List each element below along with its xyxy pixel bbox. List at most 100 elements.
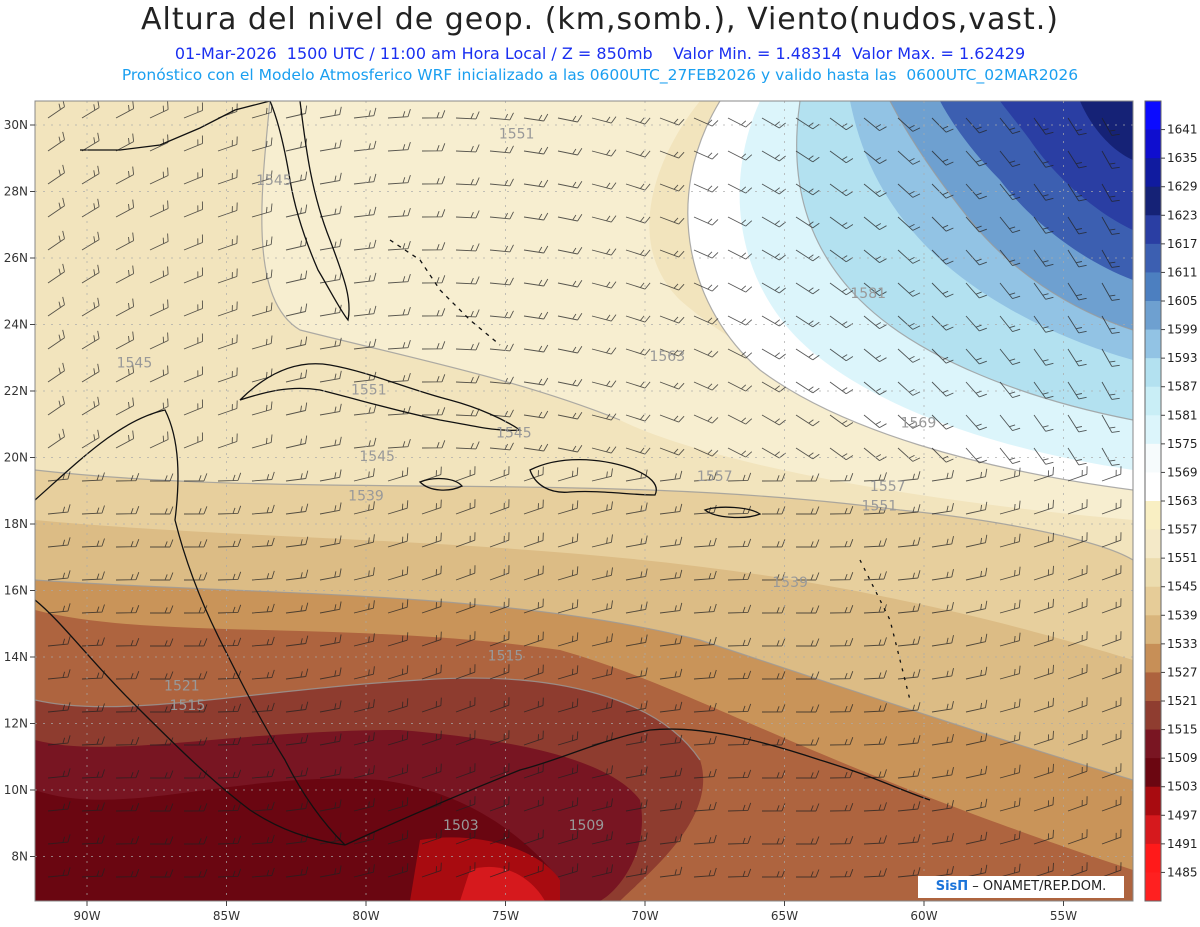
colorbar-label: 1629 (1167, 180, 1198, 194)
colorbar-swatch (1145, 272, 1161, 302)
colorbar-label: 1635 (1167, 151, 1198, 165)
band-1623 (1080, 101, 1133, 160)
lat-tick-label: 26N (4, 251, 28, 265)
contour-label: 1521 (164, 678, 200, 694)
contour-label: 1551 (862, 499, 898, 515)
colorbar-swatch (1145, 815, 1161, 845)
credit-label: SisΠ – ONAMET/REP.DOM. (918, 876, 1124, 898)
colorbar-swatch (1145, 129, 1161, 159)
contour-label: 1551 (351, 382, 387, 398)
colorbar-swatch (1145, 758, 1161, 788)
colorbar-swatch (1145, 643, 1161, 673)
colorbar-label: 1569 (1167, 465, 1198, 479)
lat-tick-label: 12N (4, 717, 28, 731)
colorbar-swatch (1145, 872, 1161, 902)
colorbar-label: 1521 (1167, 694, 1198, 708)
colorbar-label: 1551 (1167, 551, 1198, 565)
colorbar-swatch (1145, 101, 1161, 131)
colorbar-label: 1641 (1167, 123, 1198, 137)
contour-label: 1569 (901, 416, 937, 432)
lat-tick-label: 30N (4, 118, 28, 132)
colorbar-label: 1611 (1167, 265, 1198, 279)
contour-label: 1515 (170, 698, 206, 714)
colorbar-label: 1617 (1167, 237, 1198, 251)
colorbar-label: 1503 (1167, 780, 1198, 794)
chart-subtitle-model: Pronóstico con el Modelo Atmosferico WRF… (121, 66, 1079, 84)
lat-tick-label: 20N (4, 451, 28, 465)
contour-label: 1503 (443, 818, 479, 834)
colorbar-swatch (1145, 158, 1161, 188)
lat-tick-label: 16N (4, 584, 28, 598)
lon-tick-label: 70W (631, 909, 658, 923)
chart-subtitle-time: 01-Mar-2026 1500 UTC / 11:00 am Hora Loc… (174, 44, 1026, 63)
colorbar-label: 1623 (1167, 208, 1198, 222)
contour-label: 1545 (117, 356, 153, 372)
colorbar-swatch (1145, 672, 1161, 702)
colorbar-label: 1539 (1167, 608, 1198, 622)
colorbar-label: 1581 (1167, 408, 1198, 422)
colorbar-label: 1587 (1167, 380, 1198, 394)
colorbar-label: 1599 (1167, 323, 1198, 337)
contour-label: 1557 (697, 469, 733, 485)
coastlines (35, 101, 931, 846)
colorbar-label: 1563 (1167, 494, 1198, 508)
colorbar-swatch (1145, 386, 1161, 416)
colorbar-swatch (1145, 529, 1161, 559)
colorbar: 1641 1635 1629 1623 1617 1611 1605 1599 1593 1587… (1144, 100, 1198, 902)
lon-tick-label: 90W (73, 909, 100, 923)
colorbar-label: 1557 (1167, 523, 1198, 537)
colorbar-label: 1515 (1167, 723, 1198, 737)
lat-tick-label: 28N (4, 185, 28, 199)
lon-tick-label: 65W (771, 909, 798, 923)
colorbar-swatch (1145, 729, 1161, 759)
colorbar-swatch (1145, 415, 1161, 445)
colorbar-swatch (1145, 358, 1161, 388)
longitude-axis: 90W 85W 80W 75W 70W 65W 60W 55W (73, 901, 1077, 923)
contour-label: 1557 (870, 479, 906, 495)
credit-brand: SisΠ (935, 879, 969, 894)
contour-label: 1545 (496, 426, 532, 442)
colorbar-label: 1545 (1167, 580, 1198, 594)
colorbar-label: 1527 (1167, 665, 1198, 679)
lat-tick-label: 24N (4, 318, 28, 332)
lat-tick-label: 14N (4, 650, 28, 664)
band-1491 (460, 866, 545, 901)
colorbar-label: 1575 (1167, 437, 1198, 451)
colorbar-swatch (1145, 615, 1161, 645)
lon-tick-label: 80W (352, 909, 379, 923)
colorbar-label: 1593 (1167, 351, 1198, 365)
credit-text: – ONAMET/REP.DOM. (968, 879, 1107, 894)
colorbar-swatch (1145, 186, 1161, 216)
colorbar-label: 1605 (1167, 294, 1198, 308)
contour-label: 1581 (850, 286, 886, 302)
map-frame (34, 100, 1134, 902)
colorbar-swatch (1145, 443, 1161, 473)
wind-barbs (47, 101, 1122, 878)
contour-label: 1563 (649, 349, 685, 365)
colorbar-swatch (1145, 786, 1161, 816)
lat-tick-label: 8N (11, 850, 28, 864)
colorbar-swatch (1145, 301, 1161, 331)
lat-tick-label: 22N (4, 384, 28, 398)
colorbar-swatch (1145, 215, 1161, 245)
contour-label: 1539 (772, 575, 808, 591)
lon-tick-label: 85W (213, 909, 240, 923)
gridlines (35, 101, 1133, 901)
colorbar-label: 1533 (1167, 637, 1198, 651)
lon-tick-label: 55W (1050, 909, 1077, 923)
colorbar-swatch (1145, 558, 1161, 588)
colorbar-label: 1497 (1167, 808, 1198, 822)
colorbar-label: 1509 (1167, 751, 1198, 765)
colorbar-swatch (1145, 243, 1161, 273)
colorbar-swatch (1145, 501, 1161, 531)
colorbar-swatch (1145, 329, 1161, 359)
colorbar-label: 1491 (1167, 837, 1198, 851)
latitude-axis: 30N 28N 26N 24N 22N 20N 18N 16N 14N 12N 10N 8N (4, 118, 35, 864)
chart-title: Altura del nivel de geop. (km,somb.), Vi… (141, 2, 1059, 37)
lat-tick-label: 18N (4, 517, 28, 531)
contour-labels: 1551 1545 1545 1551 1563 1581 1545 1545 1569 1557… (117, 126, 937, 834)
lon-tick-label: 75W (492, 909, 519, 923)
contour-label: 1545 (359, 449, 395, 465)
contour-label: 1539 (348, 489, 384, 505)
